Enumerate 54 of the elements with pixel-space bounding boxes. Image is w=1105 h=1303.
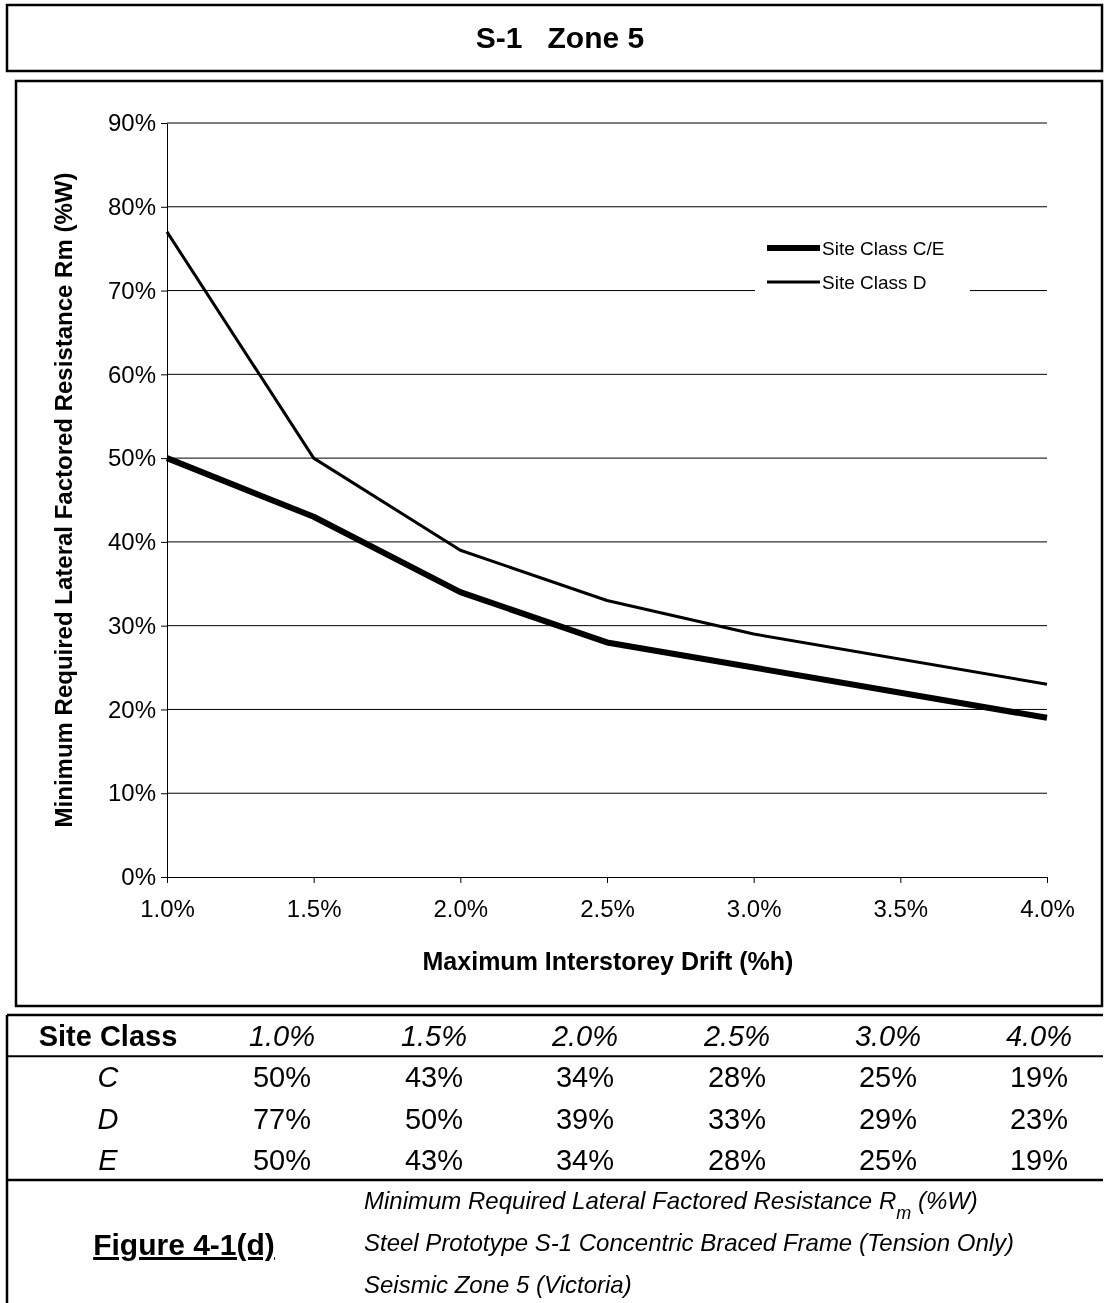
x-tick-label: 2.5% [580, 895, 635, 923]
y-tick-label: 40% [107, 528, 156, 556]
x-tick-label: 2.0% [433, 895, 489, 923]
x-tick-label: 3.0% [854, 1020, 922, 1052]
x-tick-label: 4.0% [1005, 1020, 1073, 1052]
data-label: 43% [404, 1061, 464, 1094]
x-tick-label: 1.5% [286, 895, 342, 923]
x-tick-label: 1.0% [248, 1020, 316, 1052]
x-tick-label: 3.0% [726, 895, 782, 923]
y-tick-label: 80% [107, 192, 156, 220]
data-label: 28% [707, 1061, 767, 1094]
data-label: 19% [1009, 1143, 1069, 1176]
data-label: 34% [555, 1061, 615, 1094]
data-label: 77% [252, 1102, 312, 1135]
data-label: 50% [404, 1102, 464, 1135]
data-label: 33% [707, 1102, 767, 1135]
data-label: 25% [858, 1143, 918, 1176]
y-axis-title: Site Class [38, 1020, 178, 1052]
x-tick-label: 1.5% [400, 1020, 468, 1052]
x-tick-label: 1.0% [140, 895, 195, 923]
y-tick-label: 10% [107, 779, 156, 807]
legend-label: Site Class C/E [822, 238, 945, 259]
x-tick-label: 2.5% [702, 1020, 771, 1052]
data-label: 43% [404, 1143, 464, 1176]
caption: Figure 4-1(d) [93, 1228, 275, 1261]
y-tick-label: 90% [107, 109, 156, 137]
chart-title: S-1 Zone 5 [475, 21, 645, 54]
y-tick-label: 0% [121, 863, 156, 891]
data-label: 23% [1009, 1102, 1069, 1135]
x-tick-label: 4.0% [1020, 895, 1075, 923]
data-label: 29% [858, 1102, 918, 1135]
y-tick-label: D [97, 1102, 119, 1135]
y-tick-label: 50% [107, 444, 156, 472]
y-tick-label: E [98, 1143, 119, 1176]
y-tick-label: 30% [107, 611, 156, 639]
y-tick-label: 20% [107, 695, 156, 723]
data-label: 39% [555, 1102, 615, 1135]
y-axis-title: Minimum Required Lateral Factored Resistance Rm (%W) [50, 172, 77, 828]
y-tick-label: C [97, 1061, 120, 1094]
data-label: 19% [1009, 1061, 1069, 1094]
text: Steel Prototype S-1 Concentric Braced Frame (Tension Only) [364, 1229, 1015, 1256]
data-label: 50% [252, 1061, 312, 1094]
text: Minimum Required Lateral Factored Resistance R$_{m}$ (%W) [364, 1187, 978, 1223]
data-label: 28% [707, 1143, 767, 1176]
data-label: 25% [858, 1061, 918, 1094]
y-tick-label: 70% [107, 276, 156, 304]
y-tick-label: 60% [107, 360, 156, 388]
data-label: 34% [555, 1143, 615, 1176]
text: Seismic Zone 5 (Victoria) [364, 1271, 632, 1298]
x-tick-label: 3.5% [873, 895, 929, 923]
legend-label: Site Class D [822, 272, 927, 293]
data-label: 50% [252, 1143, 312, 1176]
x-axis-title: Maximum Interstorey Drift (%h) [422, 947, 794, 975]
x-tick-label: 2.0% [550, 1020, 619, 1052]
